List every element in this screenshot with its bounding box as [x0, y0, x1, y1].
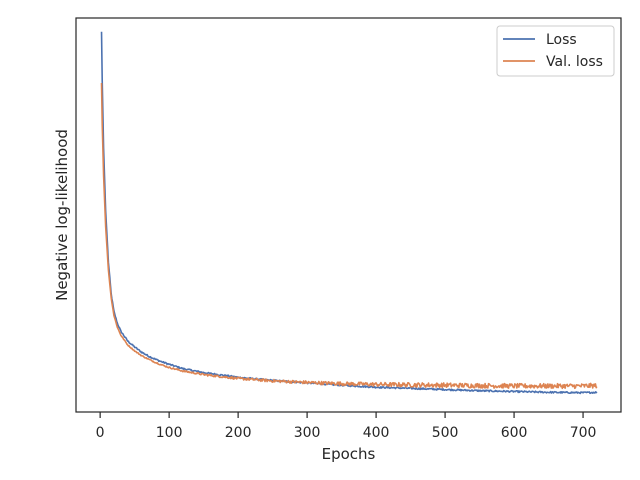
x-tick-label: 600 [501, 425, 528, 441]
x-tick-label: 700 [570, 425, 597, 441]
x-axis-label: Epochs [322, 445, 376, 463]
series-layer [100, 31, 598, 395]
x-tick-label: 500 [432, 425, 459, 441]
legend-label-loss: Loss [546, 32, 577, 48]
x-tick-label: 200 [225, 425, 252, 441]
x-axis: 0 100 200 300 400 500 600 700 [96, 412, 597, 441]
x-tick-label: 0 [96, 425, 105, 441]
legend-label-val-loss: Val. loss [546, 54, 603, 70]
x-tick-label: 300 [294, 425, 321, 441]
x-tick-label: 100 [156, 425, 183, 441]
series-line-val-loss [100, 82, 598, 390]
y-axis-label: Negative log-likelihood [53, 129, 71, 301]
legend: Loss Val. loss [496, 25, 615, 77]
x-tick-label: 400 [363, 425, 390, 441]
plot-frame [75, 17, 622, 413]
